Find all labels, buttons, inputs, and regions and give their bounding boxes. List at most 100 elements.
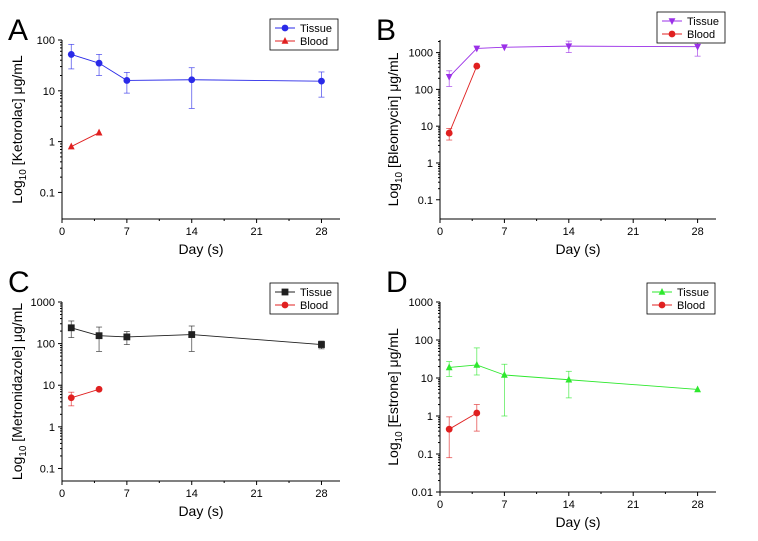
data-point: [565, 375, 573, 383]
data-point: [501, 44, 508, 52]
y-axis-title: Log10 [Bleomycin] μg/mL: [385, 52, 405, 206]
y-tick-label: 1000: [409, 297, 433, 309]
y-tick-label: 1: [427, 158, 433, 170]
data-point: [694, 385, 701, 393]
data-point: [95, 332, 103, 340]
data-point: [445, 73, 453, 81]
legend-marker: [668, 30, 676, 38]
y-tick-label: 1: [427, 411, 433, 423]
data-point: [123, 333, 131, 341]
y-tick-label: 1: [49, 137, 55, 149]
y-tick-label: 100: [37, 339, 55, 351]
x-tick-label: 28: [315, 226, 327, 238]
x-tick-label: 0: [437, 226, 443, 238]
series-tissue: [445, 347, 701, 417]
series-blood: [67, 128, 103, 150]
x-tick-label: 21: [250, 226, 262, 238]
legend-marker: [281, 301, 289, 309]
data-point: [473, 45, 481, 53]
y-axis-title-subscript: 10: [18, 445, 29, 457]
y-tick-label: 10: [421, 373, 433, 385]
legend-label: Blood: [300, 36, 328, 48]
panel-d: D 0 7 14 21 28 0.01 0.1 1 10 100 1000 Day (s) Log10 …: [385, 266, 716, 530]
data-point: [445, 425, 453, 433]
x-tick-label: 28: [691, 499, 703, 511]
series-line: [71, 132, 100, 147]
panel-letter: B: [376, 14, 396, 47]
x-axis-title: Day (s): [178, 241, 223, 257]
data-point: [318, 77, 325, 85]
panel-letter: D: [386, 266, 408, 299]
y-axis-title-rest: [Estrone] μg/mL: [385, 328, 401, 431]
data-point: [188, 331, 196, 338]
x-axis-title: Day (s): [555, 241, 600, 257]
y-axis-title: Log10 [Metronidazole] μg/mL: [9, 303, 29, 480]
x-tick-label: 0: [59, 226, 65, 238]
series-line: [448, 45, 698, 78]
x-tick-label: 0: [59, 488, 65, 500]
y-tick-label: 1000: [31, 297, 55, 309]
series-tissue: [67, 43, 325, 109]
y-tick-label: 0.1: [418, 195, 433, 207]
data-point: [188, 76, 196, 84]
legend-box: [656, 11, 726, 44]
data-point: [95, 59, 103, 67]
legend-marker: [281, 37, 289, 44]
y-tick-label: 0.01: [412, 487, 433, 499]
legend-box: [269, 18, 339, 51]
y-tick-label: 0.1: [40, 463, 55, 475]
legend-label: Blood: [687, 29, 715, 41]
data-point: [67, 51, 75, 58]
data-point: [95, 385, 103, 393]
x-tick-label: 21: [250, 488, 262, 500]
x-tick-label: 21: [627, 226, 639, 238]
x-tick-label: 14: [563, 226, 575, 238]
y-axis-title: Log10 [Estrone] μg/mL: [385, 328, 405, 466]
y-axis-title: Log10 [Ketorolac] μg/mL: [9, 55, 29, 204]
y-axis-title-subscript: 10: [394, 431, 405, 443]
y-axis-title-prefix: Log: [385, 442, 401, 465]
legend-marker: [281, 24, 289, 32]
data-point: [501, 370, 508, 378]
x-axis-title: Day (s): [555, 514, 600, 530]
series-tissue: [67, 320, 325, 352]
data-point: [67, 324, 75, 332]
y-axis-title-rest: [Bleomycin] μg/mL: [385, 52, 401, 172]
legend-box: [269, 282, 339, 315]
y-tick-label: 1: [49, 422, 55, 434]
y-tick-label: 10: [421, 121, 433, 133]
y-tick-label: 100: [415, 335, 433, 347]
y-tick-label: 1000: [409, 48, 433, 60]
x-axis-title: Day (s): [178, 503, 223, 519]
x-tick-label: 28: [691, 226, 703, 238]
series-blood: [445, 62, 481, 141]
legend-label: Tissue: [300, 23, 332, 35]
x-tick-label: 14: [186, 226, 198, 238]
y-axis-title-rest: [Metronidazole] μg/mL: [9, 303, 25, 446]
y-axis-title-subscript: 10: [394, 171, 405, 183]
y-tick-label: 100: [37, 35, 55, 47]
x-tick-label: 7: [124, 226, 130, 238]
panel-letter: A: [8, 14, 28, 47]
y-axis-title-prefix: Log: [385, 183, 401, 206]
x-tick-label: 28: [315, 488, 327, 500]
data-point: [67, 394, 75, 402]
series-line: [449, 364, 698, 390]
legend-label: Blood: [300, 300, 328, 312]
x-tick-label: 7: [501, 499, 507, 511]
data-point: [318, 341, 325, 348]
data-point: [473, 360, 481, 368]
legend-box: [646, 282, 716, 315]
legend-label: Tissue: [677, 287, 709, 299]
y-tick-label: 0.1: [418, 449, 433, 461]
legend-marker: [658, 301, 666, 309]
x-tick-label: 0: [437, 499, 443, 511]
y-axis-title-prefix: Log: [9, 457, 25, 480]
data-point: [473, 409, 481, 417]
